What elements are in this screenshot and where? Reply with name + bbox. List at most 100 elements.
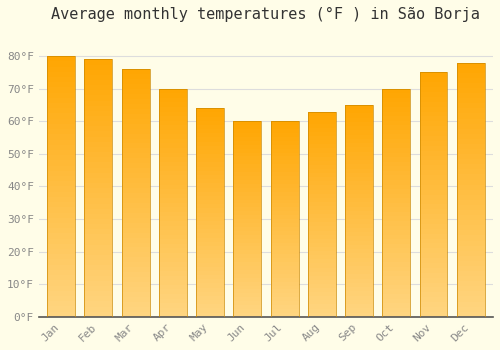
Bar	[308, 226, 336, 231]
Bar	[84, 260, 112, 265]
Bar	[420, 107, 448, 112]
Bar	[122, 94, 150, 99]
Bar	[196, 238, 224, 242]
Bar	[47, 56, 75, 61]
Bar	[382, 308, 410, 312]
Bar	[234, 282, 262, 286]
Bar	[47, 218, 75, 223]
Bar	[382, 134, 410, 139]
Bar	[196, 142, 224, 146]
Bar	[382, 230, 410, 235]
Bar	[196, 175, 224, 179]
Bar	[270, 266, 298, 270]
Bar	[270, 145, 298, 149]
Bar	[196, 196, 224, 200]
Bar	[196, 108, 224, 317]
Bar	[196, 171, 224, 175]
Bar	[382, 276, 410, 280]
Bar	[159, 308, 187, 312]
Bar	[270, 258, 298, 262]
Bar	[270, 153, 298, 156]
Bar	[345, 296, 373, 300]
Bar	[159, 112, 187, 116]
Bar	[382, 212, 410, 216]
Bar	[159, 312, 187, 317]
Bar	[345, 304, 373, 308]
Bar	[196, 112, 224, 117]
Bar	[270, 203, 298, 207]
Bar	[196, 138, 224, 142]
Bar	[84, 204, 112, 209]
Bar	[47, 150, 75, 155]
Bar	[308, 276, 336, 280]
Bar	[382, 280, 410, 285]
Bar	[234, 129, 262, 133]
Bar	[308, 194, 336, 198]
Bar	[122, 114, 150, 119]
Bar	[196, 121, 224, 125]
Bar	[270, 192, 298, 196]
Bar	[159, 175, 187, 180]
Bar	[345, 274, 373, 279]
Bar	[457, 93, 484, 98]
Bar	[196, 229, 224, 233]
Bar	[122, 247, 150, 252]
Bar	[84, 234, 112, 240]
Bar	[84, 271, 112, 275]
Bar	[122, 144, 150, 148]
Bar	[345, 147, 373, 152]
Bar	[84, 219, 112, 224]
Bar	[84, 136, 112, 142]
Bar	[308, 239, 336, 243]
Bar	[159, 235, 187, 239]
Bar	[159, 189, 187, 194]
Bar	[84, 106, 112, 111]
Bar	[196, 300, 224, 304]
Bar	[457, 159, 484, 164]
Bar	[47, 223, 75, 228]
Bar	[270, 199, 298, 203]
Bar	[382, 162, 410, 166]
Bar	[234, 156, 262, 160]
Bar	[308, 210, 336, 214]
Bar	[196, 188, 224, 192]
Bar	[159, 107, 187, 112]
Bar	[457, 108, 484, 113]
Bar	[420, 170, 448, 175]
Bar	[47, 134, 75, 140]
Bar	[308, 165, 336, 169]
Bar	[270, 172, 298, 176]
Bar	[159, 303, 187, 308]
Bar	[234, 243, 262, 246]
Bar	[270, 168, 298, 172]
Bar	[47, 259, 75, 265]
Bar	[345, 131, 373, 135]
Bar	[345, 160, 373, 164]
Bar	[457, 195, 484, 200]
Bar	[308, 218, 336, 222]
Bar	[159, 299, 187, 303]
Bar	[234, 196, 262, 199]
Bar	[47, 155, 75, 160]
Bar	[382, 171, 410, 175]
Bar	[159, 89, 187, 93]
Bar	[84, 178, 112, 183]
Bar	[159, 248, 187, 253]
Bar	[308, 157, 336, 161]
Bar	[84, 224, 112, 229]
Bar	[84, 96, 112, 100]
Bar	[308, 264, 336, 267]
Bar	[122, 124, 150, 128]
Bar	[270, 301, 298, 305]
Bar	[457, 134, 484, 139]
Bar	[196, 179, 224, 183]
Bar	[345, 143, 373, 147]
Bar	[234, 133, 262, 137]
Bar	[345, 224, 373, 228]
Bar	[84, 121, 112, 126]
Bar	[457, 129, 484, 134]
Bar	[308, 247, 336, 251]
Bar	[308, 292, 336, 296]
Bar	[270, 309, 298, 313]
Bar	[159, 203, 187, 207]
